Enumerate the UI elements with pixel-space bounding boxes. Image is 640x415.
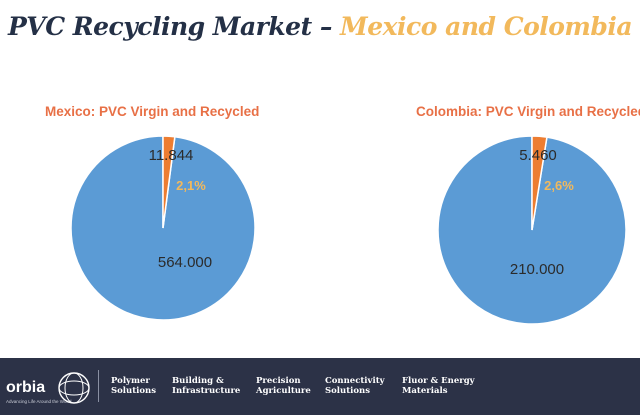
mexico-recycled-value-label: 11.844 <box>149 147 194 164</box>
segment-line: Agriculture <box>256 386 311 396</box>
slide-title-accent: Mexico and Colombia <box>340 12 633 41</box>
orbia-logo: orbia Advancing Life Around the World <box>6 366 92 406</box>
footer-divider <box>98 370 99 402</box>
segment-connectivity-solutions: Connectivity Solutions <box>325 376 385 396</box>
segment-line: Precision <box>256 376 301 386</box>
segment-precision-agriculture: Precision Agriculture <box>256 376 311 396</box>
colombia-recycled-percent-label: 2,6% <box>544 178 574 193</box>
mexico-pie-chart: 564.000 11.844 2,1% <box>70 135 256 321</box>
segment-line: Solutions <box>111 386 157 396</box>
mexico-recycled-percent-label: 2,1% <box>176 178 206 193</box>
segment-line: Connectivity <box>325 376 385 386</box>
logo-tagline: Advancing Life Around the World <box>6 399 72 404</box>
slide-title: PVC Recycling Market – Mexico and Colomb… <box>8 12 633 41</box>
orbia-globe-icon <box>58 372 90 404</box>
mexico-virgin-value-label: 564.000 <box>158 254 212 271</box>
segment-line: Solutions <box>325 386 371 396</box>
segment-building-infrastructure: Building & Infrastructure <box>172 376 240 396</box>
mexico-chart-title: Mexico: PVC Virgin and Recycled <box>45 104 260 119</box>
colombia-chart-title: Colombia: PVC Virgin and Recycled <box>416 104 640 119</box>
logo-wordmark: orbia <box>6 379 46 396</box>
segment-polymer-solutions: Polymer Solutions <box>111 376 156 396</box>
mexico-slice-recycled <box>162 135 176 229</box>
slide-title-main: PVC Recycling Market – <box>8 12 332 41</box>
segment-line: Building & <box>172 376 224 386</box>
colombia-recycled-value-label: 5.460 <box>519 147 557 164</box>
segment-line: Polymer <box>111 376 150 386</box>
segment-line: Fluor & Energy <box>402 376 475 386</box>
segment-line: Materials <box>402 386 448 396</box>
colombia-virgin-value-label: 210.000 <box>510 261 564 278</box>
colombia-pie-chart: 210.000 5.460 2,6% <box>437 135 627 325</box>
footer-bar: orbia Advancing Life Around the World Po… <box>0 358 640 415</box>
colombia-slice-recycled <box>531 135 548 231</box>
segment-fluor-energy-materials: Fluor & Energy Materials <box>402 376 475 396</box>
segment-line: Infrastructure <box>172 386 241 396</box>
